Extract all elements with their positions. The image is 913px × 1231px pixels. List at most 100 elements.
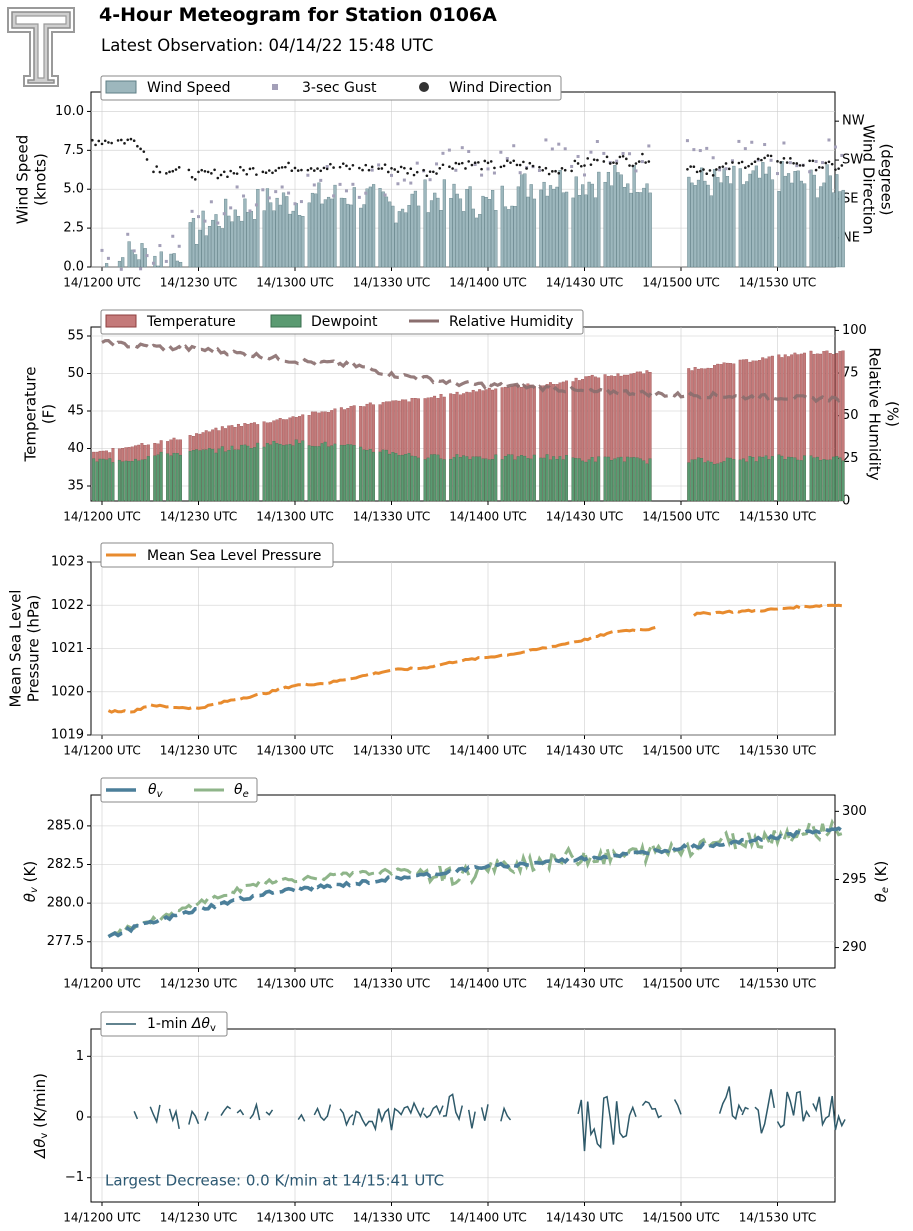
dewpoint-bar — [137, 460, 141, 502]
wind-speed-bar — [799, 180, 804, 268]
wind-direction-dot — [766, 154, 770, 157]
plot-area-4 — [90, 794, 836, 969]
gust-marker — [563, 147, 567, 151]
dewpoint-bar — [301, 440, 305, 502]
page-subtitle: Latest Observation: 04/14/22 15:48 UTC — [101, 36, 434, 55]
gust-marker — [235, 185, 239, 189]
wind-speed-bar — [465, 189, 469, 268]
dewpoint-bar — [548, 459, 552, 502]
wind-direction-dot — [506, 159, 509, 163]
wind-direction-dot — [769, 154, 773, 158]
dewpoint-bar — [224, 451, 227, 502]
dewpoint-bar — [494, 454, 498, 502]
gust-marker — [492, 171, 496, 175]
wind-speed-bar — [224, 198, 228, 268]
wind-direction-dot — [592, 158, 596, 161]
wind-direction-dot — [338, 165, 342, 169]
wind-speed-bar — [275, 197, 279, 268]
wind-speed-bar — [240, 220, 244, 268]
wind-direction-dot — [107, 141, 110, 144]
dewpoint-bar — [758, 456, 761, 502]
wind-speed-bar — [696, 179, 701, 268]
wind-speed-bar — [745, 181, 749, 268]
wind-direction-dot — [531, 164, 535, 168]
dewpoint-bar — [169, 455, 173, 502]
wind-direction-dot — [589, 163, 593, 166]
gust-marker — [151, 261, 155, 265]
mslp-line — [692, 603, 843, 617]
dewpoint-bar — [761, 456, 765, 502]
dewpoint-bar — [487, 459, 491, 502]
wind-speed-bar — [474, 217, 479, 268]
dewpoint-bar — [404, 453, 408, 502]
wind-direction-dot — [193, 178, 197, 181]
dewpoint-bar — [729, 457, 732, 502]
wind-direction-dot — [612, 161, 615, 164]
x-tick-label: 14/1300 UTC — [256, 977, 333, 991]
dewpoint-bar — [722, 461, 726, 502]
wind-direction-dot — [454, 161, 458, 165]
wind-speed-bar — [285, 196, 289, 268]
dewpoint-bar — [610, 460, 613, 502]
wind-direction-dot — [438, 167, 442, 170]
wind-direction-dot — [483, 159, 487, 163]
dewpoint-bar — [642, 460, 646, 502]
gust-marker — [338, 182, 342, 186]
wind-direction-dot — [515, 163, 519, 167]
wind-speed-bar — [211, 219, 215, 268]
x-tick-label: 14/1530 UTC — [739, 510, 816, 524]
gust-marker — [602, 151, 606, 155]
dtheta-line — [741, 1106, 749, 1116]
dewpoint-bar — [368, 449, 372, 502]
wind-direction-dot — [155, 165, 158, 168]
dewpoint-bar — [835, 456, 839, 502]
wind-direction-dot — [136, 144, 139, 148]
dewpoint-bar — [143, 459, 147, 502]
dewpoint-bar — [693, 459, 697, 502]
legend-theta-v: θv — [148, 782, 164, 800]
legend-box — [100, 777, 258, 803]
wind-speed-bar — [770, 179, 775, 268]
x-tick-label: 14/1400 UTC — [449, 276, 526, 290]
y2-tick-label: 25 — [842, 451, 859, 466]
dtheta-line — [188, 1109, 200, 1125]
wind-direction-dot — [251, 167, 255, 170]
wind-direction-dot — [284, 165, 287, 169]
x-tick-label: 14/1200 UTC — [63, 510, 140, 524]
wind-direction-dot — [422, 168, 425, 172]
wind-speed-bar — [133, 254, 138, 268]
wind-speed-bar — [121, 257, 125, 268]
wind-speed-bar — [626, 183, 630, 268]
gust-marker — [415, 161, 419, 165]
wind-direction-dot — [824, 161, 828, 165]
wind-direction-dot — [306, 168, 310, 172]
dtheta-line — [297, 1113, 306, 1122]
wind-speed-bar — [703, 180, 707, 268]
dewpoint-bar — [111, 462, 115, 502]
wind-speed-bar — [442, 179, 446, 268]
y-tick-label: 10.0 — [55, 104, 84, 119]
wind-direction-dot — [103, 139, 107, 143]
dewpoint-bar — [249, 448, 253, 502]
dewpoint-bar — [278, 443, 282, 502]
wind-speed-bar — [404, 212, 408, 268]
wind-direction-dot — [457, 162, 461, 166]
wind-direction-dot — [351, 163, 355, 167]
dewpoint-bar — [253, 447, 256, 502]
dewpoint-bar — [175, 453, 179, 502]
gust-marker — [724, 167, 728, 171]
wind-speed-bar — [156, 265, 160, 268]
gust-marker — [254, 203, 258, 207]
wind-direction-dot — [386, 170, 390, 174]
gust-marker — [222, 212, 226, 216]
dewpoint-bar — [613, 458, 617, 502]
wind-speed-bar — [326, 196, 331, 268]
gust-marker — [589, 150, 593, 154]
wind-speed-bar — [352, 187, 356, 268]
wind-speed-bar — [281, 192, 286, 268]
wind-direction-dot — [168, 170, 171, 174]
wind-speed-bar — [555, 186, 559, 268]
wind-direction-dot — [586, 157, 590, 160]
wind-speed-bar — [413, 190, 418, 268]
dewpoint-bar — [452, 457, 456, 502]
